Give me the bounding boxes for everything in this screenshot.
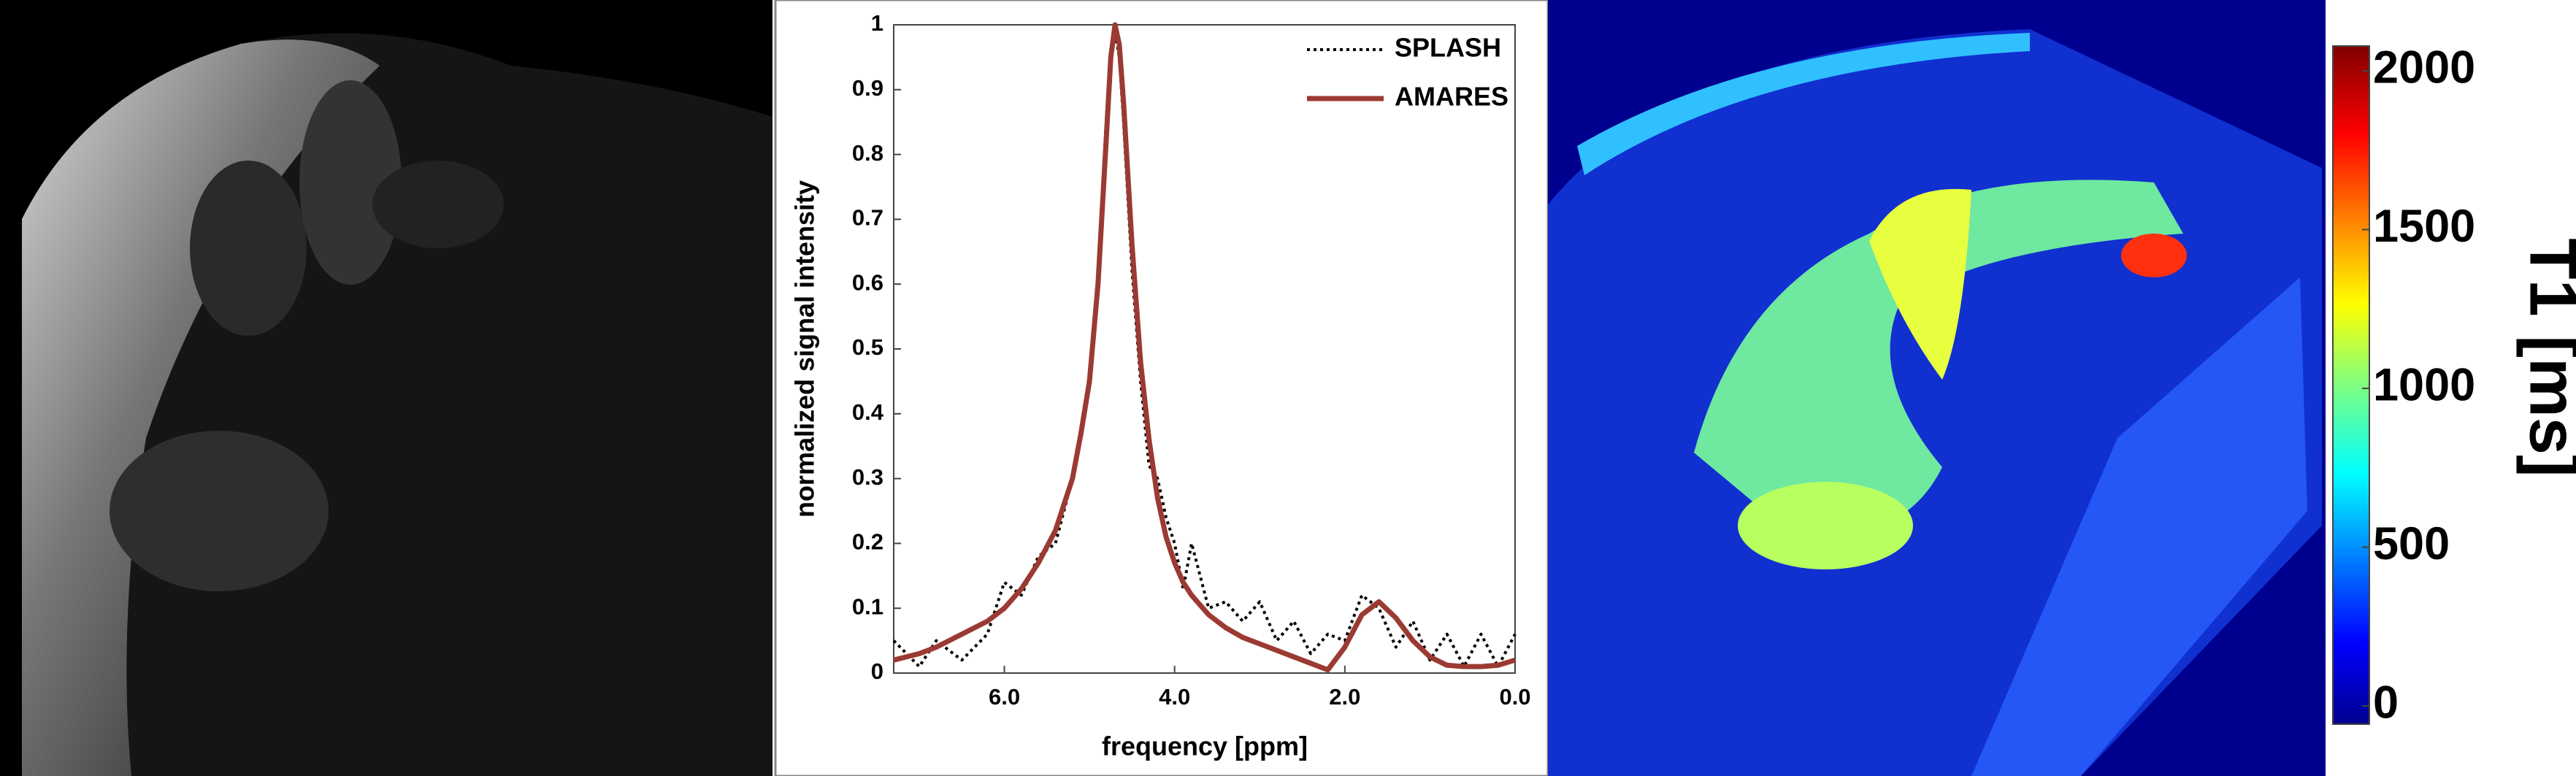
y-tick-label: 0 [871,658,883,684]
colorbar-label: T1 [ms] [2516,238,2576,477]
y-tick-label: 0.5 [852,334,883,360]
x-tick-label: 4.0 [1159,684,1190,710]
y-tick-label: 0.1 [852,593,883,619]
x-tick-label: 0.0 [1499,684,1530,710]
y-tick-label: 0.3 [852,464,883,490]
legend-label: AMARES [1395,82,1509,112]
y-tick-label: 0.4 [852,399,884,425]
x-axis-label: frequency [ppm] [1102,731,1308,761]
t1-map [1548,0,2326,776]
colorbar-tick-label: 0 [2373,677,2399,729]
x-tick-label: 2.0 [1329,684,1360,710]
y-axis-label: normalized signal intensity [790,180,820,518]
y-tick-label: 1 [871,10,883,36]
colorbar-tick-label: 2000 [2373,42,2475,93]
y-tick-label: 0.6 [852,269,883,295]
y-tick-label: 0.2 [852,529,883,555]
colorbar-tick-label: 500 [2373,518,2450,569]
x-tick-label: 6.0 [989,684,1020,710]
mri-image [0,0,773,776]
chart: 0 0.1 0.2 0.3 0.4 0.5 0.6 0.7 0.8 0.9 1 6.0 4.0 2.0 0.… [852,10,1531,710]
y-tick-label: 0.7 [852,205,883,231]
y-tick-label: 0.9 [852,75,883,101]
colorbar-ticks: 0 500 1000 1500 2000 [2362,42,2475,729]
y-tick-label: 0.8 [852,140,883,166]
series-line [893,22,1517,673]
colorbar [2332,45,2370,725]
series-line [892,29,1517,669]
legend-label: SPLASH [1395,33,1501,63]
colorbar-tick-label: 1500 [2373,201,2475,252]
colorbar-tick-label: 1000 [2373,360,2475,411]
